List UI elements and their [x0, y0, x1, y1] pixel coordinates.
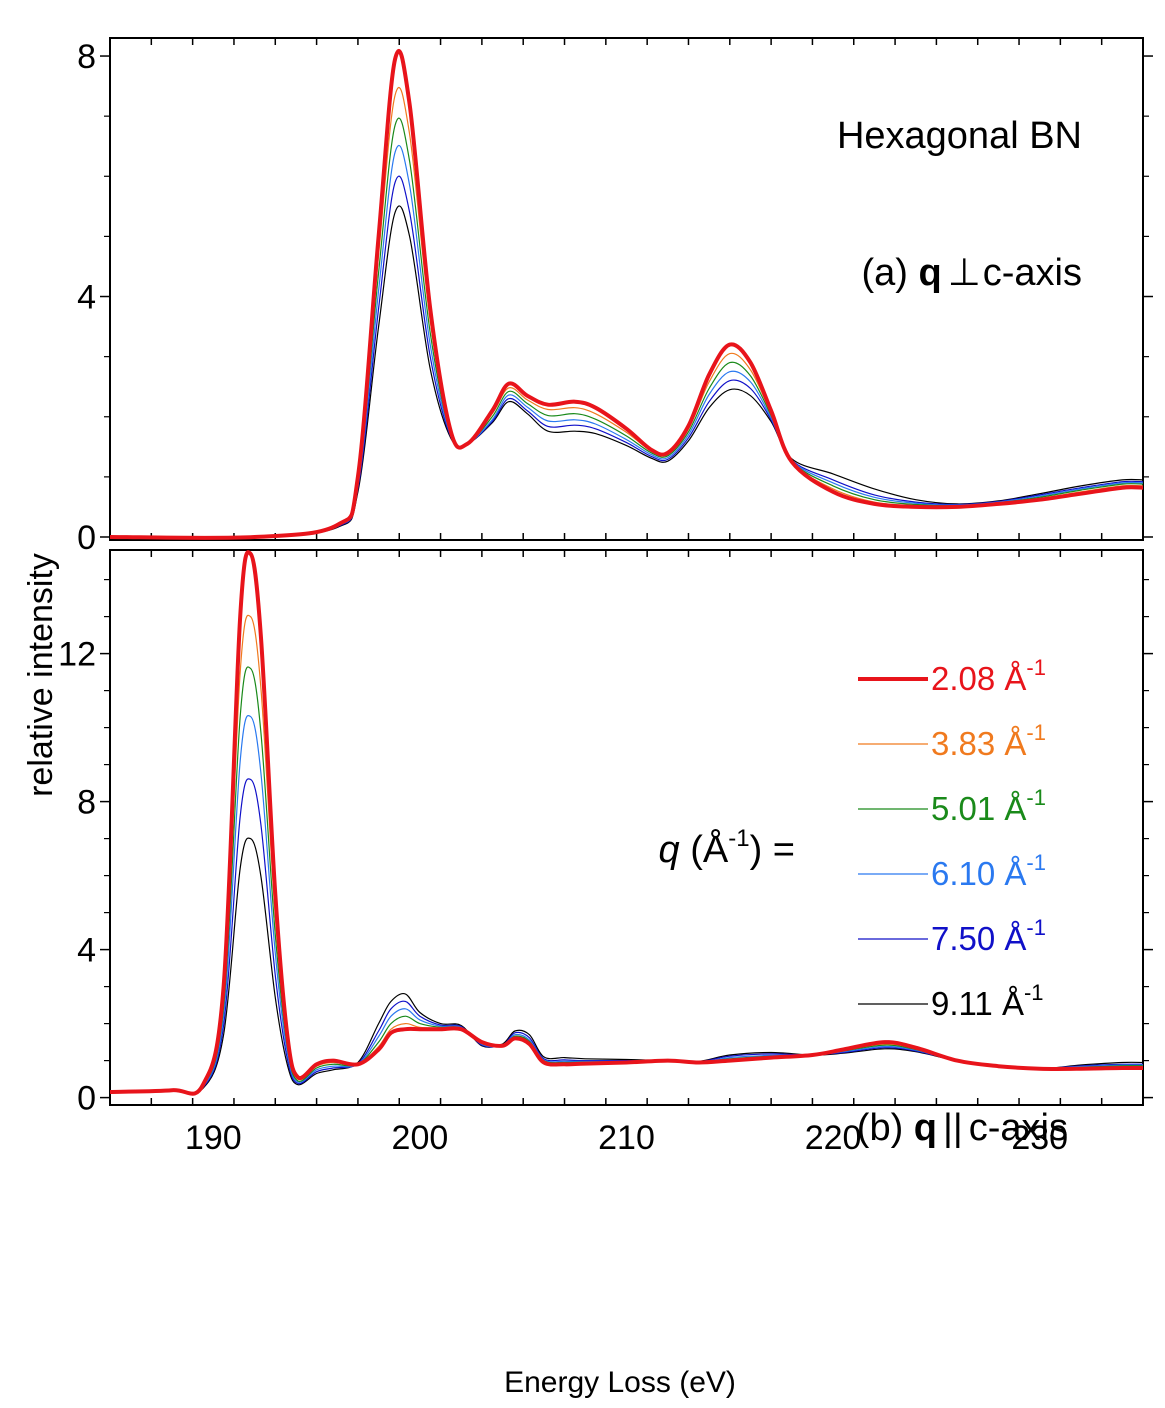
- x-axis: 190 200 210 220 230: [185, 1119, 1068, 1157]
- y-tick-label: 8: [77, 784, 96, 822]
- legend: 2.08 Å-1 3.83 Å-1 5.01 Å-1 6.10 Å-1 7.50 Å-1…: [858, 655, 1046, 1022]
- y-tick-label: 8: [77, 38, 96, 76]
- legend-label: 5.01 Å-1: [931, 785, 1046, 827]
- panel-a-title: Hexagonal BN: [837, 115, 1082, 157]
- panel-a: 0 4 8: [77, 37, 1153, 557]
- series-line-a-3: [110, 117, 1143, 539]
- legend-prefix: q (Å-1) =: [659, 825, 795, 871]
- panel-b: 0 4 8 12: [58, 549, 1153, 1118]
- x-tick-label: 230: [1011, 1119, 1068, 1157]
- series-line-a-5: [110, 175, 1143, 539]
- y-tick-label: 0: [77, 519, 96, 557]
- series-line-b-1: [110, 550, 1143, 1096]
- x-tick-label: 200: [392, 1119, 449, 1157]
- y-tick-label: 4: [77, 279, 96, 317]
- y-tick-label: 4: [77, 932, 96, 970]
- y-tick-label: 12: [58, 636, 96, 674]
- x-axis-label: Energy Loss (eV): [504, 1366, 736, 1399]
- series-line-a-1: [110, 49, 1143, 540]
- legend-label: 7.50 Å-1: [931, 915, 1046, 957]
- series-line-a-4: [110, 145, 1143, 539]
- panel-b-annotation: (b) q || c-axis: [857, 1107, 1068, 1149]
- y-tick-label: 0: [77, 1080, 96, 1118]
- legend-label: 9.11 Å-1: [931, 980, 1044, 1022]
- x-tick-label: 210: [598, 1119, 655, 1157]
- panel-b-frame: [109, 549, 1144, 1106]
- x-tick-label: 220: [805, 1119, 862, 1157]
- legend-label: 6.10 Å-1: [931, 850, 1046, 892]
- legend-label: 3.83 Å-1: [931, 720, 1046, 762]
- series-line-a-6: [110, 205, 1143, 539]
- legend-label: 2.08 Å-1: [931, 655, 1046, 697]
- x-tick-label: 190: [185, 1119, 242, 1157]
- panel-a-frame: [109, 37, 1144, 541]
- y-axis-label: relative intensity: [22, 553, 60, 797]
- series-line-b-4: [110, 715, 1143, 1094]
- panel-a-annotation: (a) q ⊥c-axis: [861, 252, 1082, 294]
